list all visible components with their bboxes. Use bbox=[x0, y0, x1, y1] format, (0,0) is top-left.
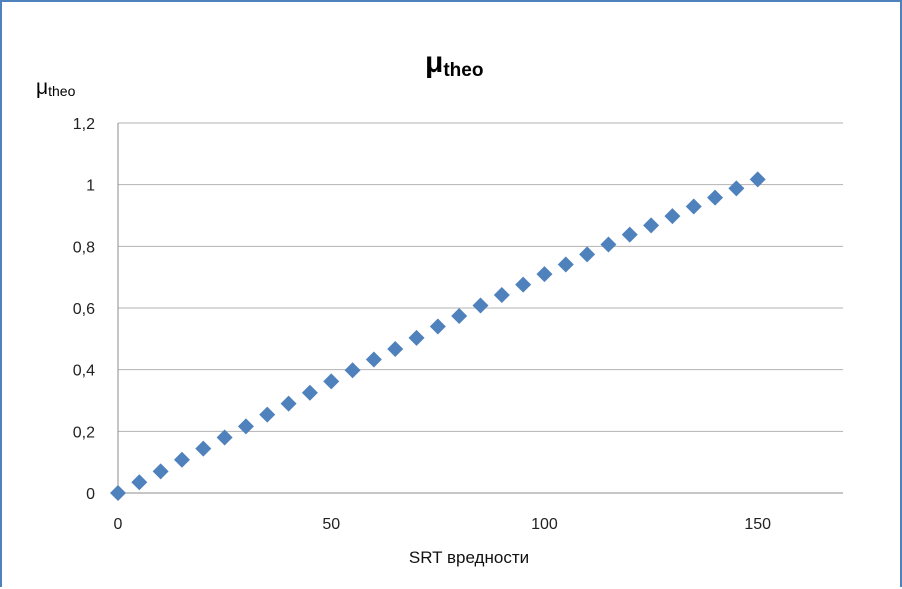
y-tick-label: 0,6 bbox=[73, 301, 95, 318]
data-point bbox=[472, 297, 489, 314]
data-point bbox=[216, 429, 233, 446]
x-tick-label: 150 bbox=[744, 516, 771, 533]
data-point bbox=[707, 189, 724, 206]
data-point bbox=[387, 341, 404, 358]
y-tick-label: 0 bbox=[86, 486, 95, 503]
x-tick-label: 50 bbox=[322, 516, 340, 533]
data-point bbox=[579, 246, 596, 263]
data-point bbox=[344, 362, 361, 379]
data-point bbox=[685, 198, 702, 215]
y-axis-label-subscript: theo bbox=[48, 83, 75, 99]
data-point bbox=[600, 236, 617, 253]
y-tick-label: 1 bbox=[86, 178, 95, 195]
data-point bbox=[131, 474, 148, 491]
chart-title-main: μ bbox=[425, 46, 443, 79]
x-tick-label: 100 bbox=[531, 516, 558, 533]
y-tick-label: 0,4 bbox=[73, 363, 95, 380]
data-points bbox=[110, 171, 766, 501]
x-axis-label: SRT вредности bbox=[409, 548, 529, 567]
data-point bbox=[237, 418, 254, 435]
data-point bbox=[408, 329, 425, 346]
x-tick-label: 0 bbox=[114, 516, 123, 533]
tick-labels: 0 0,2 0,4 0,6 0,8 1 1,2 0 50 100 150 bbox=[73, 116, 771, 533]
data-point bbox=[536, 266, 553, 283]
data-point bbox=[664, 208, 681, 225]
gridlines bbox=[118, 122, 843, 432]
y-axis-label: μtheo bbox=[36, 76, 76, 99]
axes bbox=[117, 123, 843, 494]
data-point bbox=[365, 351, 382, 368]
data-point bbox=[749, 171, 766, 188]
data-point bbox=[515, 276, 532, 293]
data-point bbox=[323, 373, 340, 390]
data-point bbox=[280, 395, 297, 412]
data-point bbox=[429, 318, 446, 335]
data-point bbox=[557, 256, 574, 273]
data-point bbox=[493, 287, 510, 304]
chart-title-subscript: theo bbox=[443, 60, 483, 81]
data-point bbox=[301, 384, 318, 401]
data-point bbox=[451, 308, 468, 325]
data-point bbox=[728, 180, 745, 197]
data-point bbox=[110, 485, 126, 501]
y-tick-label: 0,2 bbox=[73, 424, 95, 441]
data-point bbox=[621, 226, 638, 243]
data-point bbox=[152, 463, 169, 480]
chart-title: μtheo bbox=[425, 46, 483, 81]
y-axis-label-main: μ bbox=[36, 76, 48, 99]
y-tick-label: 1,2 bbox=[73, 116, 95, 133]
data-point bbox=[173, 451, 190, 468]
data-point bbox=[195, 440, 212, 457]
data-point bbox=[259, 406, 276, 423]
data-point bbox=[643, 217, 660, 234]
y-tick-label: 0,8 bbox=[73, 239, 95, 256]
